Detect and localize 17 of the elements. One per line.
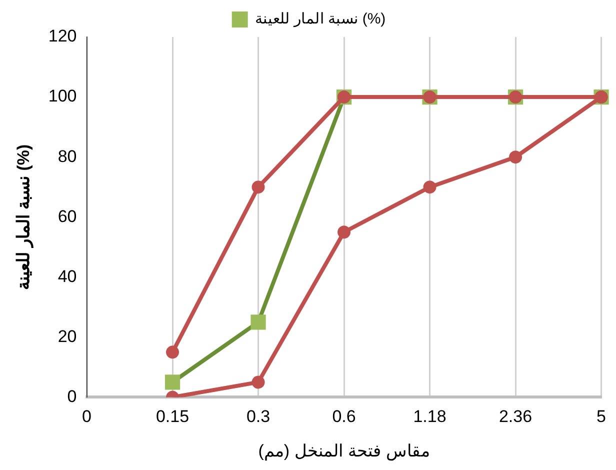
x-tick-label: 2.36 — [498, 407, 532, 426]
x-tick-label: 0 — [82, 407, 92, 426]
x-tick-label: 0.6 — [332, 407, 356, 426]
y-tick-label: 120 — [48, 26, 77, 46]
x-tick-label: 0.15 — [156, 407, 190, 426]
y-tick-label: 40 — [58, 266, 77, 286]
y-axis-title: نسبة المار للعينة (%) — [14, 144, 34, 290]
x-tick-label: 1.18 — [413, 407, 446, 426]
x-tick-label: 0.3 — [246, 407, 270, 426]
y-tick-label: 0 — [67, 386, 77, 406]
y-tick-label: 80 — [58, 146, 77, 166]
x-axis-title: مقاس فتحة المنخل (مم) — [258, 441, 430, 462]
y-tick-label: 60 — [58, 206, 77, 226]
y-tick-label: 100 — [48, 86, 77, 106]
y-tick-label: 20 — [58, 326, 77, 346]
x-tick-label: 5 — [596, 407, 606, 426]
legend-label: نسبة المار للعينة (%) — [254, 10, 386, 28]
